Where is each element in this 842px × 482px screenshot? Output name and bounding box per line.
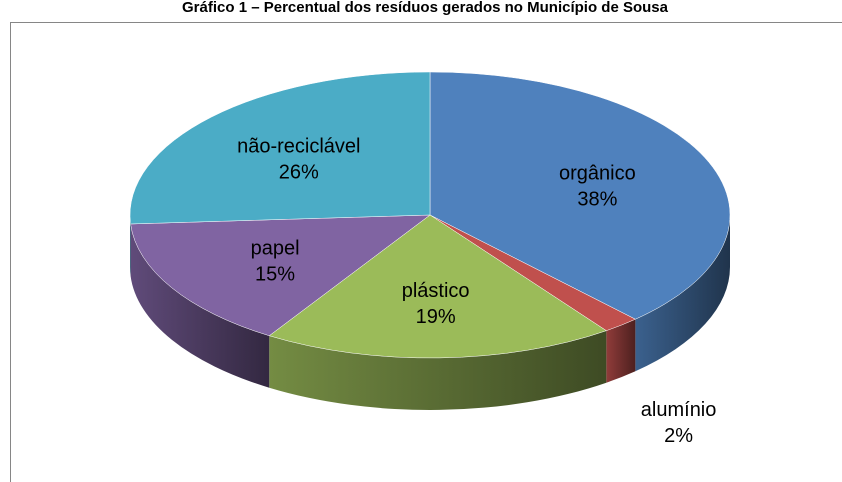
pie-side (606, 319, 636, 383)
chart-title: Gráfico 1 – Percentual dos resíduos gera… (182, 0, 669, 16)
slice-label: plástico 19% (402, 280, 470, 328)
slice-value: 19% (416, 306, 456, 328)
pie-side (635, 215, 731, 372)
slice-label: alumínio 2% (641, 399, 717, 447)
slice-label: não-reciclável 26% (237, 135, 360, 183)
pie-slice (130, 214, 431, 337)
slice-name: alumínio (641, 399, 717, 421)
slice-value: 38% (577, 188, 617, 210)
slice-value: 15% (255, 264, 295, 286)
slice-label: papel 15% (251, 238, 300, 286)
pie-side (130, 215, 131, 276)
slice-label: orgânico 38% (559, 162, 636, 210)
slice-name: plástico (402, 280, 470, 302)
slice-name: não-reciclável (237, 135, 360, 157)
pie-side (130, 223, 270, 388)
pie-side (269, 330, 607, 410)
pie-slice (129, 71, 431, 225)
slice-value: 26% (279, 161, 319, 183)
slice-value: 2% (664, 425, 693, 447)
slice-name: orgânico (559, 162, 636, 184)
pie-slice (429, 71, 731, 320)
slice-name: papel (251, 238, 300, 260)
pie-slice (268, 214, 607, 359)
